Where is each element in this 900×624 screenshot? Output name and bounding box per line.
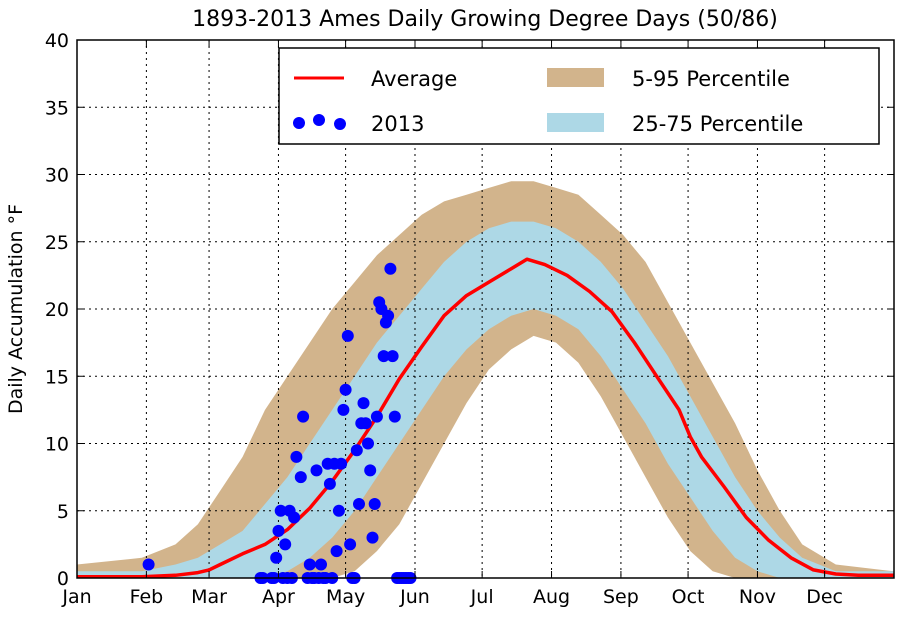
- legend-swatch-25-75: [547, 113, 604, 132]
- ticks-layer: 0 5 10 15 20 25 30 35 40 Jan Feb Mar Apr May Jun Jul Aug…: [45, 30, 894, 608]
- data-point-2013: [341, 329, 354, 342]
- data-point-2013: [294, 471, 307, 484]
- data-point-2013: [382, 309, 395, 322]
- x-tick-label: Jun: [399, 586, 430, 608]
- x-tick-label: Jan: [61, 586, 91, 608]
- band-25-75: [77, 221, 894, 578]
- x-tick-label: Jul: [470, 586, 494, 608]
- data-point-2013: [270, 551, 283, 564]
- data-point-2013: [290, 450, 303, 463]
- x-tick-label: Oct: [672, 586, 705, 608]
- x-tick-label: Nov: [739, 586, 776, 608]
- data-point-2013: [330, 545, 343, 558]
- data-point-2013: [288, 511, 301, 524]
- data-point-2013: [344, 538, 357, 551]
- legend-label-5-95: 5-95 Percentile: [632, 67, 790, 91]
- x-tick-label: Mar: [191, 586, 227, 608]
- data-point-2013: [368, 498, 381, 510]
- data-point-2013: [274, 504, 287, 517]
- chart-title: 1893-2013 Ames Daily Growing Degree Days…: [192, 7, 778, 32]
- data-point-2013: [142, 558, 155, 571]
- x-tick-label: Aug: [533, 586, 570, 608]
- data-point-2013: [359, 417, 372, 430]
- data-point-2013: [388, 410, 401, 423]
- y-tick-label: 15: [45, 366, 69, 388]
- legend-label-average: Average: [371, 67, 457, 91]
- data-point-2013: [357, 397, 370, 410]
- y-tick-label: 10: [45, 434, 69, 456]
- legend-label-25-75: 25-75 Percentile: [632, 112, 803, 136]
- data-point-2013: [377, 350, 390, 363]
- data-point-2013: [279, 538, 292, 551]
- y-tick-label: 30: [45, 165, 69, 187]
- data-point-2013: [364, 464, 377, 477]
- average-line: [77, 257, 894, 579]
- legend-swatch-2013-dot: [293, 117, 305, 129]
- x-tick-label: Apr: [262, 586, 295, 608]
- data-point-2013: [272, 524, 285, 537]
- bands-layer: [77, 181, 894, 578]
- data-point-2013: [337, 403, 350, 416]
- data-point-2013: [297, 410, 310, 423]
- data-point-2013: [332, 504, 345, 517]
- legend: Average 2013 5-95 Percentile 25-75 Perce…: [278, 47, 880, 145]
- y-tick-label: 20: [45, 299, 69, 321]
- data-point-2013: [323, 477, 336, 490]
- x-tick-label: Dec: [806, 586, 843, 608]
- data-point-2013: [310, 464, 323, 477]
- data-point-2013: [362, 437, 374, 450]
- x-tick-label: Sep: [603, 586, 639, 608]
- y-axis-label: Daily Accumulation °F: [5, 204, 27, 414]
- x-tick-label: Feb: [130, 586, 164, 608]
- y-tick-label: 5: [57, 501, 69, 523]
- legend-label-2013: 2013: [371, 112, 424, 136]
- data-point-2013: [353, 498, 365, 510]
- data-point-2013: [366, 531, 379, 544]
- legend-swatch-5-95: [547, 68, 604, 87]
- data-point-2013: [384, 262, 397, 275]
- data-point-2013: [303, 558, 316, 571]
- y-tick-label: 35: [45, 97, 69, 119]
- average-layer: [77, 257, 894, 579]
- data-point-2013: [315, 558, 327, 571]
- y-tick-label: 25: [45, 232, 69, 254]
- data-point-2013: [339, 383, 352, 396]
- x-tick-label: May: [326, 586, 365, 608]
- data-point-2013: [386, 350, 399, 363]
- data-point-2013: [335, 457, 348, 470]
- legend-swatch-2013-dot: [313, 114, 325, 126]
- legend-swatch-2013-dot: [334, 118, 346, 130]
- data-point-2013: [370, 410, 383, 423]
- y-tick-label: 40: [45, 30, 69, 52]
- y-tick-label: 0: [57, 568, 69, 590]
- data-point-2013: [350, 444, 363, 457]
